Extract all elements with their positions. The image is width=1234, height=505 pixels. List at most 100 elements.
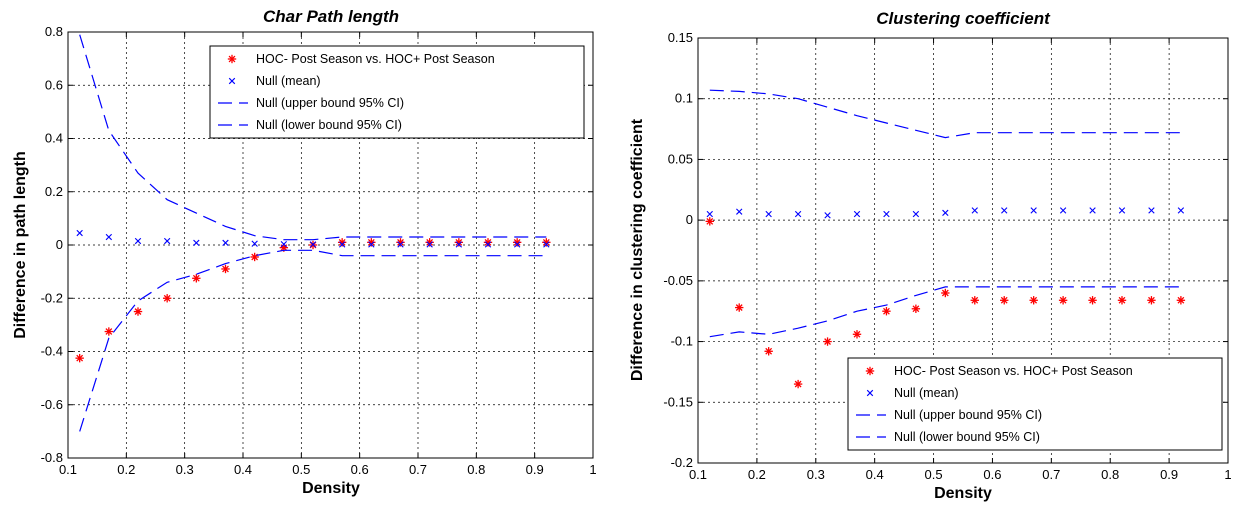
x-tick-label: 1 [589, 462, 596, 477]
data-point [513, 241, 521, 248]
data-point [338, 241, 346, 248]
data-point [104, 327, 114, 336]
series-blue-dash [79, 34, 547, 241]
y-tick-label: 0.6 [45, 77, 63, 92]
y-tick-label: -0.1 [671, 334, 693, 349]
legend-symbol [866, 389, 874, 397]
data-point [942, 209, 949, 217]
data-point [1118, 207, 1126, 214]
x-tick-label: 0.2 [117, 462, 135, 477]
legend-label: Null (upper bound 95% CI) [256, 96, 404, 110]
y-tick-label: -0.2 [671, 455, 693, 470]
axes-frame [697, 37, 1229, 464]
legend-label: Null (mean) [256, 74, 321, 88]
series-blue-dash [709, 286, 1181, 338]
chart-panel-2: 0.1 0.2 0.3 0.4 0.5 0.6 0.7 0.8 0.9 1 -0.2 -0.15 -0.… [629, 9, 1232, 502]
data-point [543, 241, 550, 248]
y-tick-label: 0.4 [45, 131, 63, 146]
data-point [1001, 207, 1008, 214]
x-tick-label: 0.2 [748, 467, 766, 482]
legend-box [847, 357, 1223, 451]
y-tick-label: 0.05 [668, 151, 693, 166]
y-tick-label: -0.6 [41, 397, 63, 412]
data-point [883, 210, 890, 218]
data-point [1029, 296, 1038, 305]
data-point [971, 207, 978, 214]
chart-panel-1: 0.1 0.2 0.3 0.4 0.5 0.6 0.7 0.8 0.9 1 -0.8 -0.6 -0.4… [12, 7, 597, 497]
data-point [251, 240, 258, 247]
data-point [1000, 296, 1009, 305]
data-point [309, 241, 317, 248]
data-point [706, 210, 713, 218]
data-point [793, 379, 803, 389]
data-point [1117, 296, 1127, 305]
legend-label: Null (lower bound 95% CI) [894, 430, 1040, 444]
data-point [162, 294, 172, 303]
x-tick-label: 0.6 [983, 467, 1001, 482]
legend-label: HOC- Post Season vs. HOC+ Post Season [256, 52, 495, 66]
x-tick-label: 0.8 [467, 462, 485, 477]
data-point [192, 274, 201, 283]
x-tick-label: 0.4 [866, 467, 884, 482]
data-point [882, 307, 891, 316]
data-point [368, 241, 375, 248]
data-point [823, 337, 832, 346]
data-point [970, 296, 979, 305]
data-point [133, 307, 143, 316]
data-point [193, 239, 200, 247]
series-line [79, 249, 547, 432]
legend-box [209, 45, 585, 139]
data-point [75, 353, 84, 363]
y-axis-label: Difference in path length [12, 151, 29, 339]
legend-symbol [227, 54, 237, 64]
x-tick-label: 0.5 [292, 462, 310, 477]
x-tick-label: 0.1 [689, 467, 707, 482]
data-point [1176, 296, 1186, 305]
x-tick-label: 0.6 [351, 462, 369, 477]
data-point [222, 239, 229, 247]
y-tick-label: -0.2 [41, 290, 63, 305]
y-tick-label: 0.8 [45, 24, 63, 39]
series-line [709, 89, 1181, 139]
data-point [1148, 207, 1155, 214]
series-red-star [705, 217, 1186, 389]
series-blue-x [76, 229, 550, 248]
x-tick-label: 0.9 [526, 462, 544, 477]
data-point [911, 304, 921, 313]
legend: HOC- Post Season vs. HOC+ Post Season Nul… [209, 45, 585, 139]
axes-frame [67, 31, 594, 459]
data-point [1147, 296, 1156, 305]
data-point [397, 241, 404, 248]
data-point [280, 241, 288, 248]
y-tick-label: 0.15 [668, 30, 693, 45]
x-tick-label: 0.7 [1042, 467, 1060, 482]
data-point [1059, 207, 1067, 214]
data-point [221, 264, 230, 274]
data-point [1058, 296, 1068, 305]
x-tick-label: 0.1 [59, 462, 77, 477]
legend-label: HOC- Post Season vs. HOC+ Post Season [894, 364, 1133, 378]
x-tick-label: 0.8 [1101, 467, 1119, 482]
legend-symbol [228, 77, 236, 85]
data-point [1030, 207, 1037, 214]
series-blue-x [706, 207, 1185, 219]
y-tick-label: 0.1 [675, 91, 693, 106]
data-point [852, 330, 862, 339]
y-tick-label: 0 [686, 212, 693, 227]
data-point [426, 241, 433, 248]
x-tick-label: 0.7 [409, 462, 427, 477]
data-point [764, 347, 773, 356]
x-tick-label: 0.9 [1160, 467, 1178, 482]
series-blue-dash [709, 89, 1181, 139]
series-line [79, 34, 547, 241]
x-tick-label: 0.5 [925, 467, 943, 482]
data-point [1088, 296, 1097, 305]
y-axis-label: Difference in clustering coefficient [629, 118, 646, 381]
y-tick-label: 0 [56, 237, 63, 252]
series-blue-dash [79, 249, 547, 432]
data-point [76, 229, 83, 237]
data-point [824, 212, 831, 219]
legend-label: Null (mean) [894, 386, 959, 400]
x-axis-label: Density [934, 485, 992, 502]
